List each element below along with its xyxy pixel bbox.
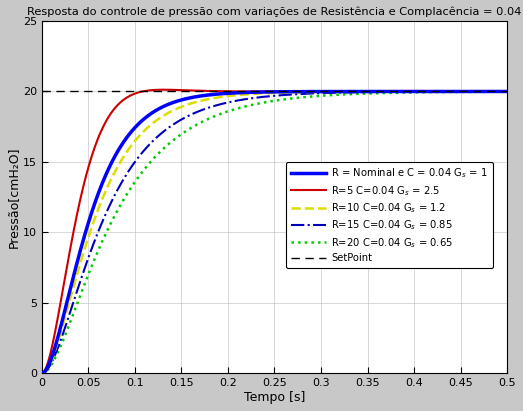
R = Nominal e C = 0.04 G$_s$ = 1 bbox=[133, 124, 139, 129]
R=5 C=0.04 G$_s$ = 2.5 bbox=[39, 371, 45, 376]
Line: R=10 C=0.04 G$_s$ = 1.2: R=10 C=0.04 G$_s$ = 1.2 bbox=[42, 92, 507, 374]
Legend: R = Nominal e C = 0.04 G$_s$ = 1, R=5 C=0.04 G$_s$ = 2.5, R=10 C=0.04 G$_s$ = 1.: R = Nominal e C = 0.04 G$_s$ = 1, R=5 C=… bbox=[286, 162, 493, 268]
R = Nominal e C = 0.04 G$_s$ = 1 bbox=[401, 89, 407, 94]
R=10 C=0.04 G$_s$ = 1.2 bbox=[504, 89, 510, 94]
Line: R=20 C=0.04 G$_s$ = 0.65: R=20 C=0.04 G$_s$ = 0.65 bbox=[42, 92, 507, 374]
R = Nominal e C = 0.04 G$_s$ = 1 bbox=[450, 89, 457, 94]
Line: R = Nominal e C = 0.04 G$_s$ = 1: R = Nominal e C = 0.04 G$_s$ = 1 bbox=[42, 92, 507, 374]
R = Nominal e C = 0.04 G$_s$ = 1 bbox=[67, 287, 73, 292]
R=20 C=0.04 G$_s$ = 0.65 bbox=[39, 371, 45, 376]
R=5 C=0.04 G$_s$ = 2.5 bbox=[482, 89, 488, 94]
X-axis label: Tempo [s]: Tempo [s] bbox=[244, 391, 305, 404]
R=20 C=0.04 G$_s$ = 0.65 bbox=[133, 178, 139, 182]
Line: R=15 C=0.04 G$_s$ = 0.85: R=15 C=0.04 G$_s$ = 0.85 bbox=[42, 92, 507, 374]
R=15 C=0.04 G$_s$ = 0.85 bbox=[67, 310, 73, 315]
R=10 C=0.04 G$_s$ = 1.2 bbox=[481, 89, 487, 94]
R = Nominal e C = 0.04 G$_s$ = 1 bbox=[481, 89, 487, 94]
R=15 C=0.04 G$_s$ = 0.85 bbox=[418, 89, 425, 94]
R=10 C=0.04 G$_s$ = 1.2 bbox=[418, 89, 425, 94]
R=15 C=0.04 G$_s$ = 0.85 bbox=[504, 89, 510, 94]
R=15 C=0.04 G$_s$ = 0.85 bbox=[481, 89, 487, 94]
R=5 C=0.04 G$_s$ = 2.5 bbox=[67, 247, 73, 252]
R = Nominal e C = 0.04 G$_s$ = 1 bbox=[39, 371, 45, 376]
R=10 C=0.04 G$_s$ = 1.2 bbox=[450, 89, 457, 94]
R = Nominal e C = 0.04 G$_s$ = 1 bbox=[418, 89, 425, 94]
R=15 C=0.04 G$_s$ = 0.85 bbox=[133, 158, 139, 163]
R=20 C=0.04 G$_s$ = 0.65 bbox=[504, 89, 510, 94]
R=20 C=0.04 G$_s$ = 0.65 bbox=[67, 320, 73, 325]
Y-axis label: Pressão[cmH₂O]: Pressão[cmH₂O] bbox=[7, 146, 20, 248]
R=5 C=0.04 G$_s$ = 2.5 bbox=[133, 91, 139, 96]
R=10 C=0.04 G$_s$ = 1.2 bbox=[401, 89, 407, 94]
R=15 C=0.04 G$_s$ = 0.85 bbox=[450, 89, 457, 94]
R=5 C=0.04 G$_s$ = 2.5 bbox=[419, 89, 425, 94]
R=10 C=0.04 G$_s$ = 1.2 bbox=[133, 137, 139, 142]
R=20 C=0.04 G$_s$ = 0.65 bbox=[450, 90, 457, 95]
Title: Resposta do controle de pressão com variações de Resistência e Complacência = 0.: Resposta do controle de pressão com vari… bbox=[27, 7, 521, 17]
R=20 C=0.04 G$_s$ = 0.65 bbox=[401, 90, 407, 95]
R=15 C=0.04 G$_s$ = 0.85 bbox=[401, 89, 407, 94]
R=10 C=0.04 G$_s$ = 1.2 bbox=[39, 371, 45, 376]
R=5 C=0.04 G$_s$ = 2.5 bbox=[504, 89, 510, 94]
R=20 C=0.04 G$_s$ = 0.65 bbox=[418, 90, 425, 95]
R=20 C=0.04 G$_s$ = 0.65 bbox=[481, 89, 487, 94]
Line: R=5 C=0.04 G$_s$ = 2.5: R=5 C=0.04 G$_s$ = 2.5 bbox=[42, 90, 507, 374]
R = Nominal e C = 0.04 G$_s$ = 1 bbox=[504, 89, 510, 94]
R=15 C=0.04 G$_s$ = 0.85 bbox=[39, 371, 45, 376]
R=5 C=0.04 G$_s$ = 2.5 bbox=[161, 87, 167, 92]
R=10 C=0.04 G$_s$ = 1.2 bbox=[67, 296, 73, 301]
R=5 C=0.04 G$_s$ = 2.5 bbox=[451, 89, 457, 94]
R=5 C=0.04 G$_s$ = 2.5 bbox=[402, 89, 408, 94]
